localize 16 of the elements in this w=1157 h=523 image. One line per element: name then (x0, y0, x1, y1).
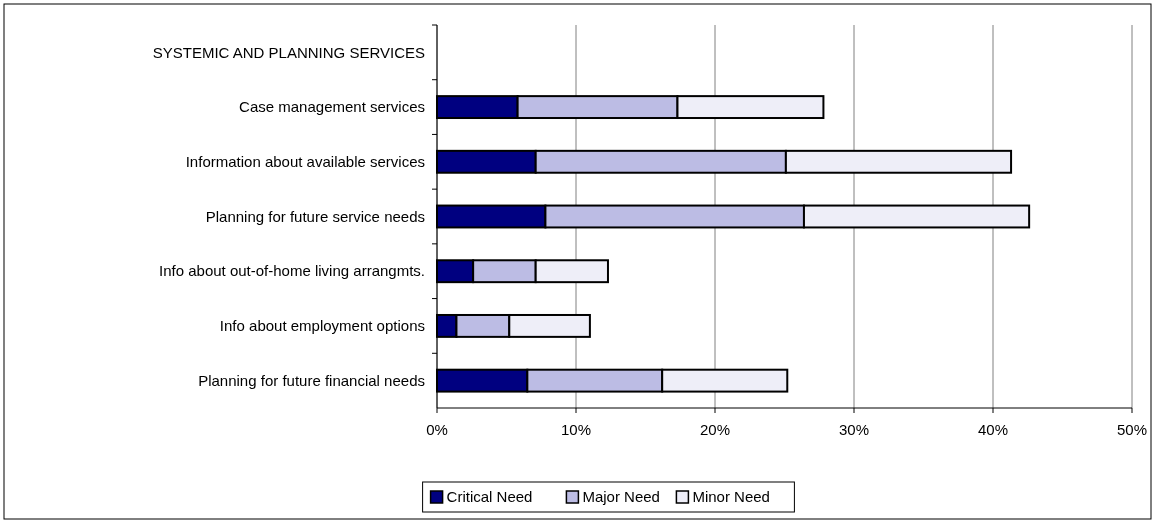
x-tick-label: 0% (426, 421, 448, 438)
x-tick-label: 10% (560, 421, 592, 438)
x-tick-label: 20% (699, 421, 731, 438)
x-tick-label: 50% (1116, 421, 1148, 438)
y-tick-label: Planning for future financial needs (198, 371, 425, 389)
legend-label: Major Need (582, 488, 660, 506)
y-tick-label: Info about employment options (219, 317, 425, 335)
legend-label: Minor Need (692, 488, 770, 506)
y-tick-label: Case management services (239, 98, 425, 116)
y-tick-label: Information about available services (185, 153, 425, 171)
legend-label: Critical Need (446, 488, 533, 506)
x-tick-label: 30% (838, 421, 870, 438)
x-tick-label: 40% (977, 421, 1009, 438)
y-tick-label: SYSTEMIC AND PLANNING SERVICES (152, 43, 425, 61)
y-tick-label: Planning for future service needs (205, 207, 425, 225)
y-tick-label: Info about out-of-home living arrangmts. (159, 262, 425, 280)
